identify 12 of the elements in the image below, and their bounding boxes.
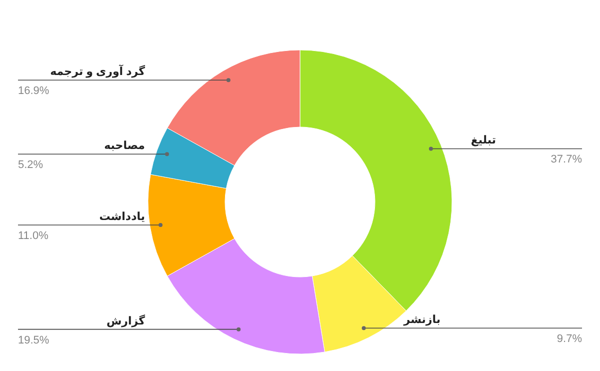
data-label: 37.7%	[550, 154, 582, 166]
data-label: 11.0%	[18, 230, 49, 242]
data-label: 5.2%	[18, 159, 44, 172]
slice-label: مصاحبه	[104, 140, 145, 152]
slice-label: یادداشت	[99, 210, 145, 223]
data-label: 19.5%	[18, 334, 50, 346]
slice-label: گرد آوری و ترجمه	[50, 64, 146, 78]
slice-label: تبلیغ	[470, 134, 496, 147]
data-label: 9.7%	[556, 333, 582, 346]
slice-label: بازنشر	[402, 314, 441, 326]
slice-label: گزارش	[106, 314, 146, 328]
data-label: 16.9%	[18, 85, 50, 98]
